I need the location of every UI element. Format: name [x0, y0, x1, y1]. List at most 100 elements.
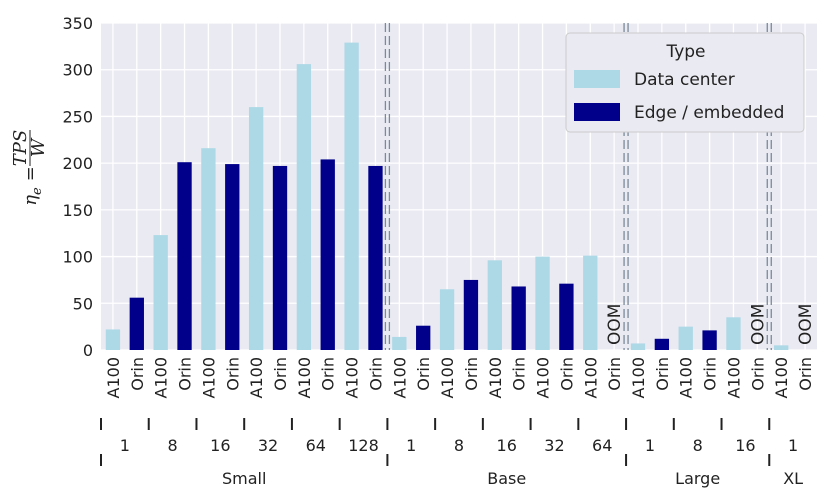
bar	[296, 64, 312, 350]
bar	[105, 329, 121, 350]
bar	[129, 297, 144, 350]
x-tick-label: Orin	[653, 357, 672, 391]
legend-box	[565, 32, 805, 133]
bar	[559, 283, 574, 350]
batch-label: 1	[120, 436, 130, 455]
y-tick-label: 100	[62, 248, 93, 267]
bar	[248, 107, 264, 350]
x-tick-label: A100	[104, 357, 123, 398]
x-tick-label: A100	[390, 357, 409, 398]
x-tick-label: Orin	[796, 357, 815, 391]
bar	[654, 338, 670, 350]
y-axis-label-sub: e	[30, 187, 45, 195]
bar	[201, 148, 216, 350]
x-tick-label: Orin	[128, 357, 147, 391]
y-tick-label: 0	[83, 341, 93, 360]
batch-label: 1	[406, 436, 416, 455]
model-size-labels: Small Base Large XL	[100, 454, 803, 488]
x-tick-label: A100	[486, 357, 505, 398]
batch-label: 32	[258, 436, 278, 455]
x-tick-label: A100	[677, 357, 696, 398]
x-tick-label: Orin	[605, 357, 624, 391]
bar	[368, 165, 383, 350]
bar	[726, 317, 741, 350]
x-tick-label: A100	[152, 357, 171, 398]
model-label: XL	[783, 469, 803, 488]
x-tick-label: Orin	[462, 357, 481, 391]
x-tick-label: Orin	[319, 357, 338, 391]
y-axis-label: ηe =	[20, 166, 45, 206]
x-tick-label: A100	[247, 357, 266, 398]
x-tick-label: Orin	[176, 357, 195, 391]
batch-size-labels: 1 8 16 32 64 128 1 8 16 32 64 1 8 16 1	[100, 418, 798, 455]
y-axis-label-denominator: W	[28, 137, 49, 157]
batch-label: 16	[210, 436, 230, 455]
model-label: Large	[675, 469, 720, 488]
model-label: Base	[487, 469, 526, 488]
batch-label: 8	[454, 436, 464, 455]
bar	[463, 279, 479, 350]
batch-label: 1	[788, 436, 798, 455]
legend-title: Type	[665, 42, 705, 62]
bar	[320, 159, 335, 350]
bar	[702, 330, 717, 350]
x-tick-label: Orin	[223, 357, 242, 391]
y-axis-label-numerator: TPS	[10, 130, 31, 166]
oom-label: OOM	[796, 304, 816, 345]
bar	[583, 255, 598, 350]
bar	[225, 164, 240, 350]
oom-labels: OOM OOM OOM	[605, 304, 816, 345]
x-tick-label: Orin	[701, 357, 720, 391]
legend-label-data-center: Data center	[634, 70, 735, 90]
bar	[392, 336, 407, 350]
bar	[678, 326, 693, 350]
batch-label: 8	[693, 436, 703, 455]
y-axis-label-equals: =	[20, 166, 41, 181]
oom-label: OOM	[605, 304, 625, 345]
batch-label: 64	[306, 436, 326, 455]
y-tick-label: 50	[73, 294, 93, 313]
legend-swatch-edge	[574, 103, 620, 121]
bar	[439, 289, 455, 350]
batch-label: 8	[168, 436, 178, 455]
bar	[630, 343, 646, 350]
y-axis-label-eta: η	[20, 195, 41, 206]
x-tick-label: A100	[343, 357, 362, 398]
bars-group	[105, 42, 789, 351]
y-tick-label: 250	[62, 107, 93, 126]
legend-label-edge: Edge / embedded	[634, 103, 784, 123]
y-tick-label: 300	[62, 61, 93, 80]
bar	[177, 162, 192, 350]
batch-label: 64	[592, 436, 612, 455]
batch-label: 128	[348, 436, 379, 455]
x-tick-label: A100	[629, 357, 648, 398]
y-tick-label: 350	[62, 14, 93, 33]
oom-label: OOM	[748, 304, 768, 345]
batch-label: 1	[645, 436, 655, 455]
y-tick-labels: 0 50 100 150 200 250 300 350	[62, 14, 93, 360]
x-tick-label: Orin	[366, 357, 385, 391]
model-label: Small	[222, 469, 266, 488]
x-tick-label: A100	[772, 357, 791, 398]
bar	[487, 260, 502, 350]
batch-label: 32	[544, 436, 564, 455]
x-tick-label: A100	[295, 357, 314, 398]
x-tick-labels: A100 Orin A100 Orin A100 Orin A100 Orin A100 Orin…	[104, 357, 815, 398]
x-tick-label: Orin	[748, 357, 767, 391]
bar	[511, 286, 526, 350]
legend: Type Data center Edge / embedded	[565, 32, 805, 133]
x-tick-label: Orin	[510, 357, 529, 391]
batch-label: 16	[497, 436, 517, 455]
bar	[416, 325, 431, 350]
x-tick-label: A100	[724, 357, 743, 398]
y-tick-label: 150	[62, 201, 93, 220]
bar	[535, 256, 550, 350]
bar	[272, 165, 288, 350]
x-tick-label: A100	[534, 357, 553, 398]
x-tick-label: Orin	[271, 357, 290, 391]
bar	[774, 345, 789, 350]
batch-label: 16	[735, 436, 755, 455]
legend-swatch-data-center	[574, 70, 620, 88]
bar	[153, 235, 168, 350]
